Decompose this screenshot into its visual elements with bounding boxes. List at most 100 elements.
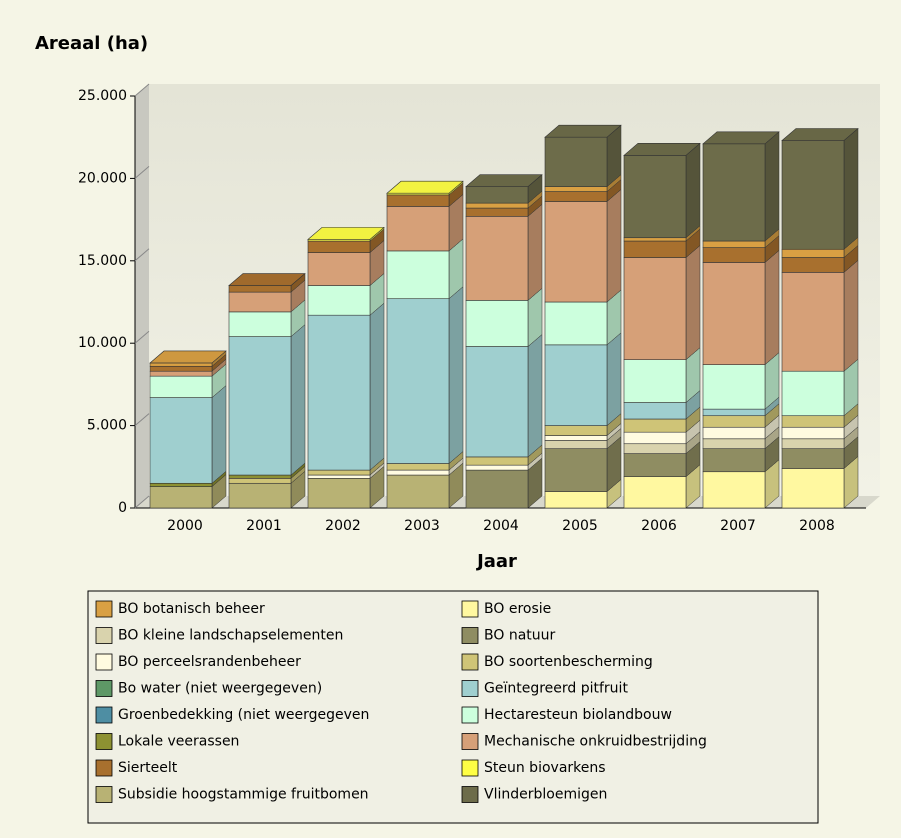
bar-segment: [228, 336, 292, 476]
bar-segment: [544, 435, 608, 441]
bar-segment: [465, 207, 529, 217]
bar-side: [843, 259, 859, 372]
bar-segment: [307, 240, 371, 253]
y-tick-label: 15.000: [78, 253, 127, 269]
bar-top: [623, 143, 701, 156]
bar-segment: [149, 365, 213, 372]
bar-side: [290, 324, 306, 476]
x-tick-label: 2003: [404, 518, 440, 534]
bar-segment: [623, 443, 687, 454]
bar-segment: [623, 418, 687, 433]
bar-segment: [623, 240, 687, 258]
bar-segment: [702, 471, 766, 509]
legend-swatch: [95, 600, 113, 618]
wall-tick: [134, 330, 150, 344]
x-tick-label: 2000: [167, 518, 203, 534]
bar-segment: [386, 298, 450, 464]
bar-segment: [544, 201, 608, 303]
bar-segment: [307, 285, 371, 316]
bar-segment: [228, 285, 292, 293]
bar-segment: [307, 469, 371, 476]
x-tick-label: 2008: [799, 518, 835, 534]
bar-segment: [702, 448, 766, 473]
bar-segment: [702, 415, 766, 428]
bar-segment: [307, 474, 371, 479]
bar-top: [386, 180, 464, 194]
wall-tick: [134, 83, 150, 97]
side-wall: [135, 84, 149, 508]
y-axis-title: Areaal (ha): [35, 33, 148, 54]
bar-segment: [228, 311, 292, 337]
legend-label: Geïntegreerd pitfruit: [484, 681, 628, 697]
x-tick-label: 2001: [246, 518, 282, 534]
legend-label: Mechanische onkruidbestrijding: [484, 734, 707, 750]
bar-segment: [781, 257, 845, 273]
bar-segment: [623, 155, 687, 239]
legend-swatch: [95, 759, 113, 777]
legend-swatch: [461, 627, 479, 644]
y-tick-label: 0: [118, 500, 127, 516]
bar-segment: [149, 375, 213, 398]
bar-segment: [544, 191, 608, 202]
bar-side: [685, 244, 701, 361]
x-tick-label: 2005: [562, 518, 598, 534]
bar-segment: [702, 240, 766, 248]
bar-segment: [623, 237, 687, 242]
bar-segment: [228, 482, 292, 509]
y-tick-label: 10.000: [78, 335, 127, 351]
bar-segment: [386, 474, 450, 509]
bar-segment: [623, 431, 687, 445]
bar-top: [702, 131, 780, 145]
legend-label: BO botanisch beheer: [118, 601, 265, 617]
bar-segment: [465, 456, 529, 466]
legend-label: Bo water (niet weergegeven): [118, 681, 322, 697]
y-tick-label: 25.000: [78, 88, 127, 104]
bar-segment: [702, 438, 766, 449]
bar-segment: [149, 486, 213, 509]
bar-segment: [465, 464, 529, 471]
legend-label: BO kleine landschapselementen: [118, 628, 343, 644]
y-tick-label: 20.000: [78, 170, 127, 186]
bar-top: [781, 128, 859, 141]
bar-segment: [702, 143, 766, 242]
bar-top: [228, 273, 306, 286]
legend-label: Sierteelt: [118, 760, 178, 776]
x-tick-label: 2002: [325, 518, 361, 534]
legend-label: BO soortenbescherming: [484, 654, 653, 670]
bar-side: [685, 142, 701, 239]
bar-segment: [465, 346, 529, 458]
bar-top: [465, 174, 543, 187]
bar-segment: [702, 426, 766, 440]
bar-top: [307, 227, 385, 240]
bar-segment: [702, 364, 766, 410]
bar-side: [211, 385, 227, 484]
legend-label: Subsidie hoogstammige fruitbomen: [118, 787, 369, 803]
bar-segment: [465, 202, 529, 209]
bar-segment: [307, 478, 371, 509]
bar-segment: [228, 291, 292, 313]
bar-segment: [465, 216, 529, 301]
legend-swatch: [95, 627, 113, 644]
bar-segment: [702, 247, 766, 263]
bar-segment: [465, 300, 529, 347]
wall-tick: [134, 166, 150, 179]
legend-box: [87, 590, 819, 824]
bar-segment: [544, 425, 608, 436]
bar-segment: [544, 136, 608, 187]
bar-segment: [149, 370, 213, 377]
bar-segment: [781, 438, 845, 449]
x-axis-title: Jaar: [475, 551, 517, 572]
legend-swatch: [95, 733, 113, 750]
bar-side: [448, 286, 464, 465]
bar-side: [606, 332, 622, 427]
x-tick-label: 2004: [483, 518, 519, 534]
legend-swatch: [461, 653, 479, 671]
bar-side: [843, 127, 859, 250]
bar-segment: [781, 140, 845, 250]
bar-segment: [544, 491, 608, 509]
legend-label: BO perceelsrandenbeheer: [118, 654, 301, 670]
legend-swatch: [95, 680, 113, 697]
bar-segment: [623, 359, 687, 403]
